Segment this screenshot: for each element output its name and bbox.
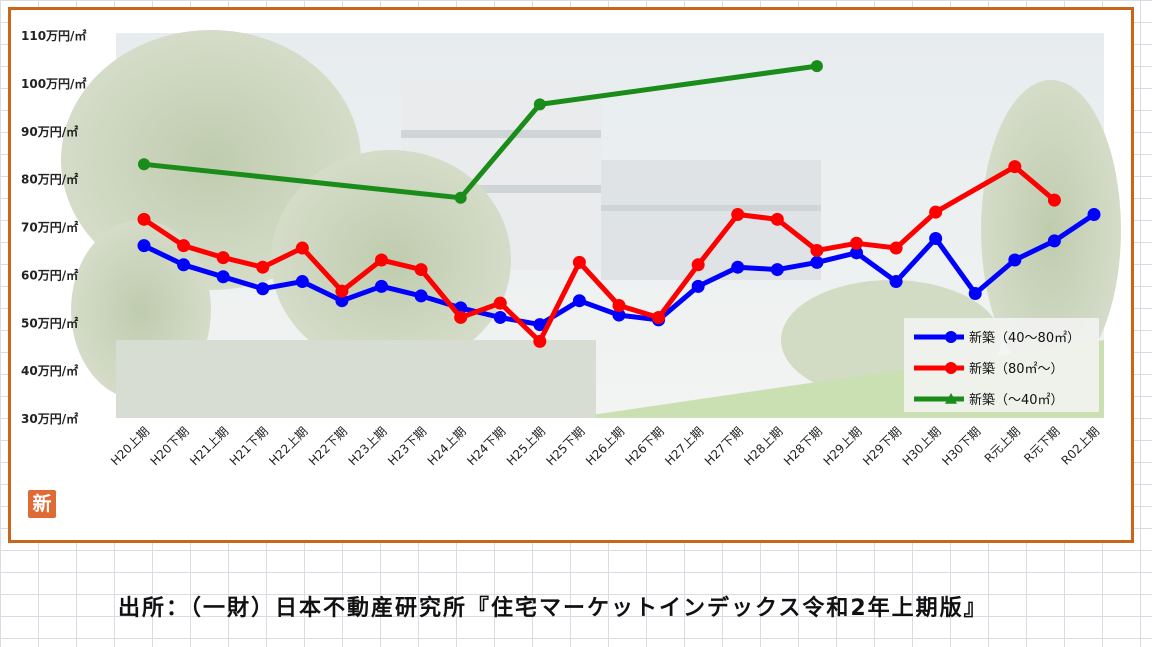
x-tick-label: H21上期 <box>187 424 231 468</box>
data-point <box>691 279 705 293</box>
y-tick-label: 90万円/㎡ <box>21 124 78 139</box>
x-tick-label: H28上期 <box>741 424 785 468</box>
data-point <box>572 255 586 269</box>
y-tick-label: 50万円/㎡ <box>21 315 78 330</box>
data-point <box>929 205 943 219</box>
legend-label: 新築（～40㎡） <box>969 392 1064 408</box>
y-tick-label: 70万円/㎡ <box>21 220 78 235</box>
legend-marker <box>945 362 957 374</box>
data-point <box>375 279 388 293</box>
y-axis: 30万円/㎡ 40万円/㎡ 50万円/㎡ 60万円/㎡ 70万円/㎡ 80万円/㎡ 90万円… <box>21 28 86 426</box>
x-tick-label: H26下期 <box>623 424 667 468</box>
data-point <box>137 239 151 253</box>
x-tick-label: H20上期 <box>108 424 152 468</box>
x-tick-label: H20下期 <box>148 424 192 468</box>
chart-legend: 新築（40～80㎡） 新築（80㎡～） 新築（～40㎡） <box>904 318 1099 412</box>
data-point <box>454 310 468 324</box>
x-tick-label: H29下期 <box>860 424 904 468</box>
data-point <box>1008 160 1022 174</box>
source-caption: 出所：（一財）日本不動産研究所『住宅マーケットインデックス令和2年上期版』 <box>118 596 988 621</box>
y-tick-label: 100万円/㎡ <box>21 76 86 91</box>
x-tick-label: H24下期 <box>464 424 508 468</box>
data-point <box>177 258 191 272</box>
data-point <box>1008 253 1022 267</box>
data-point <box>177 239 191 253</box>
legend-label: 新築（80㎡～） <box>969 361 1064 377</box>
x-tick-label: R元上期 <box>982 424 1023 465</box>
data-point <box>612 308 626 322</box>
x-tick-label: H22上期 <box>266 424 310 468</box>
x-tick-label: H23上期 <box>346 424 390 468</box>
data-point <box>850 246 863 260</box>
data-point <box>414 289 428 303</box>
data-point <box>533 318 547 332</box>
x-tick-label: H27上期 <box>662 424 706 468</box>
data-point <box>968 287 982 301</box>
x-axis: H20上期H20下期H21上期H21下期H22上期H22下期H23上期H23下期… <box>108 424 1102 468</box>
x-tick-label: H25上期 <box>504 424 548 468</box>
data-point <box>889 241 903 255</box>
chart-frame: 30万円/㎡ 40万円/㎡ 50万円/㎡ 60万円/㎡ 70万円/㎡ 80万円/㎡ 90万円… <box>8 7 1134 543</box>
x-tick-label: R元下期 <box>1021 424 1062 465</box>
x-tick-label: H30上期 <box>900 424 944 468</box>
x-tick-label: H26上期 <box>583 424 627 468</box>
data-point <box>454 191 467 204</box>
series-layer <box>137 60 1101 348</box>
data-point <box>810 60 823 73</box>
y-tick-label: 80万円/㎡ <box>21 172 78 187</box>
data-point <box>375 253 388 267</box>
y-tick-label: 60万円/㎡ <box>21 267 78 282</box>
data-point <box>493 296 507 310</box>
x-tick-label: H24上期 <box>425 424 469 468</box>
data-point <box>850 236 863 250</box>
new-badge-icon: 新 <box>28 490 56 518</box>
data-point <box>414 263 428 277</box>
x-tick-label: H29上期 <box>821 424 865 468</box>
data-point <box>1047 193 1061 207</box>
data-point <box>533 98 546 111</box>
y-tick-label: 40万円/㎡ <box>21 363 78 378</box>
data-point <box>137 212 151 226</box>
x-tick-label: H30下期 <box>939 424 983 468</box>
data-point <box>335 294 349 308</box>
x-tick-label: H22下期 <box>306 424 350 468</box>
legend-label: 新築（40～80㎡） <box>969 330 1080 346</box>
data-point <box>295 275 309 289</box>
data-point <box>731 208 745 222</box>
data-point <box>810 255 824 269</box>
data-point <box>295 241 309 255</box>
data-point <box>216 270 230 284</box>
data-point <box>770 263 784 277</box>
data-point <box>572 294 586 308</box>
data-point <box>889 275 903 289</box>
legend-marker <box>945 331 957 343</box>
x-tick-label: H21下期 <box>227 424 271 468</box>
data-point <box>1087 208 1101 222</box>
x-tick-label: H28下期 <box>781 424 825 468</box>
data-point <box>1047 234 1061 248</box>
x-tick-label: H23下期 <box>385 424 429 468</box>
data-point <box>493 310 507 324</box>
data-point <box>256 282 270 296</box>
data-point <box>138 158 150 171</box>
data-point <box>256 260 270 274</box>
data-point <box>731 260 745 274</box>
y-tick-label: 110万円/㎡ <box>21 28 86 43</box>
data-point <box>770 212 784 226</box>
y-tick-label: 30万円/㎡ <box>21 411 78 426</box>
data-point <box>335 284 349 298</box>
x-tick-label: R02上期 <box>1059 424 1103 468</box>
x-tick-label: H25下期 <box>543 424 587 468</box>
legend-marker <box>945 393 957 404</box>
data-point <box>612 298 626 312</box>
data-point <box>533 334 547 348</box>
data-point <box>691 258 705 272</box>
data-point <box>652 310 666 324</box>
data-point <box>929 231 943 245</box>
price-line-chart: 30万円/㎡ 40万円/㎡ 50万円/㎡ 60万円/㎡ 70万円/㎡ 80万円/㎡ 90万円… <box>21 28 1121 468</box>
data-point <box>810 243 824 257</box>
x-tick-label: H27下期 <box>702 424 746 468</box>
series-line <box>143 63 818 201</box>
data-point <box>216 251 230 265</box>
